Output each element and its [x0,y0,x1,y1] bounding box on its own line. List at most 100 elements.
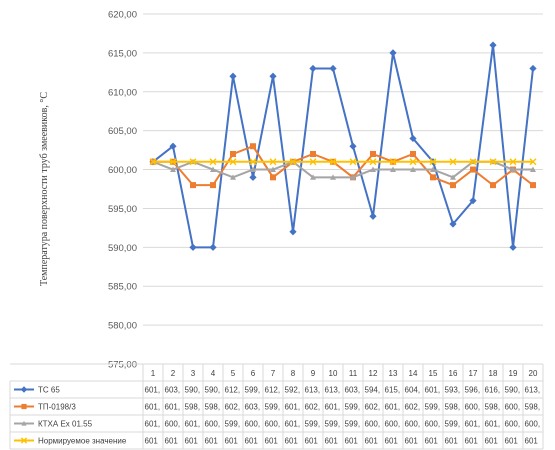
data-point [530,166,536,172]
table-cell: 615, [385,386,401,395]
table-cell: 600, [425,420,441,429]
series-line [153,145,534,187]
data-point [209,243,217,251]
table-cell: 601 [445,437,459,446]
data-point [370,166,376,172]
data-point [430,166,436,172]
table-cell: 603, [165,386,181,395]
table-cell: 601 [145,437,159,446]
data-point [229,72,237,80]
table-cell: 601 [325,437,339,446]
data-point [490,182,496,189]
table-cell: 599, [245,386,261,395]
x-category-label: 20 [529,369,538,378]
data-point [390,166,396,172]
data-point [190,182,196,189]
y-axis: 575,00 580,00 585,00 590,00 595,00 600,00 605,… [108,10,137,371]
data-point [529,64,537,73]
table-cell: 602, [405,403,421,412]
table-cell: 598, [485,403,501,412]
table-cell: 599, [445,420,461,429]
table-cell: 613, [305,386,321,395]
legend-key [14,420,34,426]
table-cell: 601 [285,437,299,446]
x-category-label: 6 [251,369,256,378]
data-point [409,134,417,143]
data-point [329,64,337,73]
data-point [250,166,256,172]
data-point [530,182,536,189]
y-tick-label: 595,00 [108,204,137,215]
x-category-label: 13 [389,369,398,378]
table-cell: 601 [165,437,179,446]
legend-label: КТХА Ех 01.55 [38,420,93,429]
table-cell: 590, [205,386,221,395]
table-cell: 601 [425,437,439,446]
table-cell: 600, [165,420,181,429]
table-cell: 600, [245,420,261,429]
table-cell: 600, [405,420,421,429]
table-cell: 601 [365,437,379,446]
table-cell: 601 [485,437,499,446]
table-cell: 601, [145,386,161,395]
table-cell: 599, [305,420,321,429]
table-cell: 590, [185,386,201,395]
x-category-label: 1 [151,369,156,378]
data-point [470,166,476,173]
legend-label: Нормируемое значение [38,437,127,446]
table-cell: 600, [265,420,281,429]
y-tick-label: 590,00 [108,243,137,254]
data-point [410,166,416,172]
data-point [20,437,28,444]
y-tick-label: 585,00 [108,282,137,293]
data-point [209,158,217,166]
table-cell: 599, [325,420,341,429]
data-point [309,158,317,166]
table-cell: 590, [505,386,521,395]
table-cell: 598, [525,403,541,412]
data-point [230,174,236,180]
data-point [189,158,197,166]
data-point [170,166,176,172]
y-tick-label: 575,00 [108,360,137,371]
x-category-label: 5 [231,369,236,378]
table-cell: 594, [365,386,381,395]
x-category-label: 7 [271,369,276,378]
data-point [250,143,256,150]
table-cell: 604, [405,386,421,395]
table-cell: 601, [145,403,161,412]
series-diamond [149,41,537,251]
table-cell: 600, [365,420,381,429]
table-cell: 601 [465,437,479,446]
table-cell: 601, [385,403,401,412]
y-tick-label: 580,00 [108,321,137,332]
data-point [310,151,316,157]
data-point [21,403,27,410]
table-cell: 601 [245,437,259,446]
data-point [389,49,397,57]
x-category-label: 4 [211,369,216,378]
data-point [350,174,356,180]
data-point [449,158,457,166]
data-point [410,151,416,157]
table-cell: 601 [265,437,279,446]
data-point [249,158,257,166]
data-point [310,174,316,180]
gridlines [143,13,543,365]
data-point [20,386,28,393]
data-point [21,420,27,426]
y-axis-title: Температура поверхности труб змеевиков, … [39,92,50,286]
x-category-label: 15 [429,369,438,378]
data-point [169,142,177,150]
y-tick-label: 610,00 [108,87,137,98]
series-line [152,44,534,249]
table-cell: 599, [225,420,241,429]
table-cell: 612, [225,386,241,395]
data-point [289,228,297,236]
series-lines [149,41,537,251]
table-cell: 601, [185,420,201,429]
x-category-label: 17 [469,369,478,378]
data-point [430,174,436,181]
